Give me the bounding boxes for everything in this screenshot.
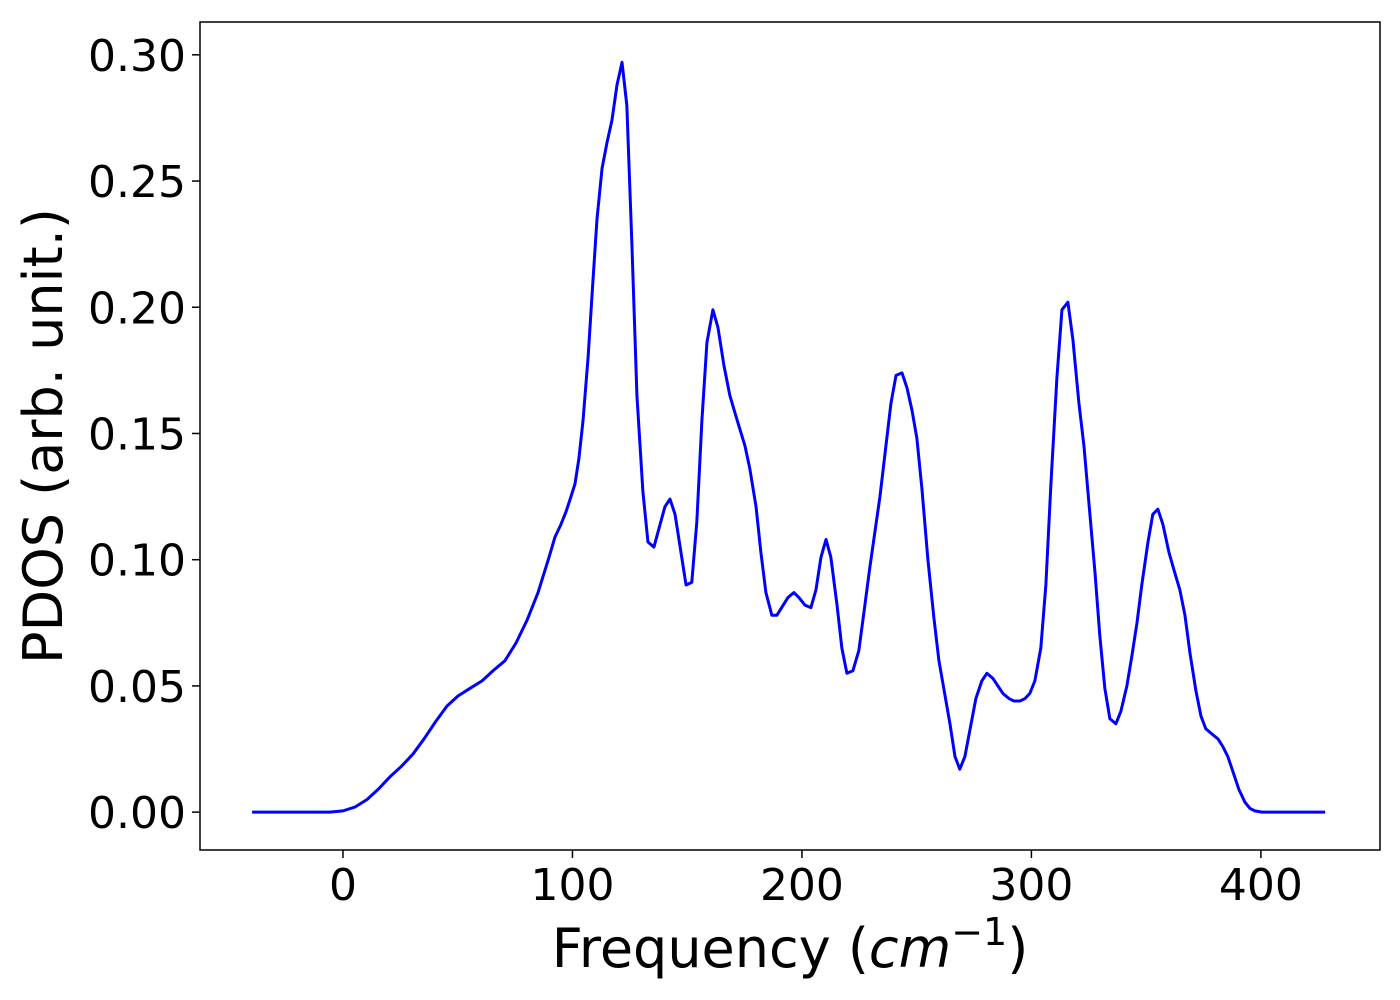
- x-axis-label-unit: cm: [869, 917, 951, 980]
- x-tick-label: 0: [329, 860, 357, 911]
- y-tick-label: 0.25: [88, 157, 186, 208]
- x-tick-label: 100: [530, 860, 614, 911]
- y-tick-label: 0.30: [88, 31, 186, 82]
- x-tick-label: 200: [760, 860, 844, 911]
- plot-frame: [199, 21, 1381, 851]
- y-axis-label: PDOS (arb. unit.): [12, 208, 75, 664]
- data-line: [252, 60, 1326, 814]
- y-tick-label: 0.15: [88, 409, 186, 460]
- x-axis-label-exponent: −1: [951, 910, 1007, 954]
- y-tick-label: 0.05: [88, 662, 186, 713]
- y-tick-label: 0.20: [88, 283, 186, 334]
- x-tick-label: 400: [1219, 860, 1303, 911]
- y-tick-label: 0.10: [88, 536, 186, 587]
- x-tick-label: 300: [989, 860, 1073, 911]
- x-axis-label-text: Frequency (: [552, 917, 869, 980]
- x-axis-label-close: ): [1007, 917, 1028, 980]
- x-axis-label: Frequency (cm−1): [552, 910, 1029, 980]
- y-tick-label: 0.00: [88, 788, 186, 839]
